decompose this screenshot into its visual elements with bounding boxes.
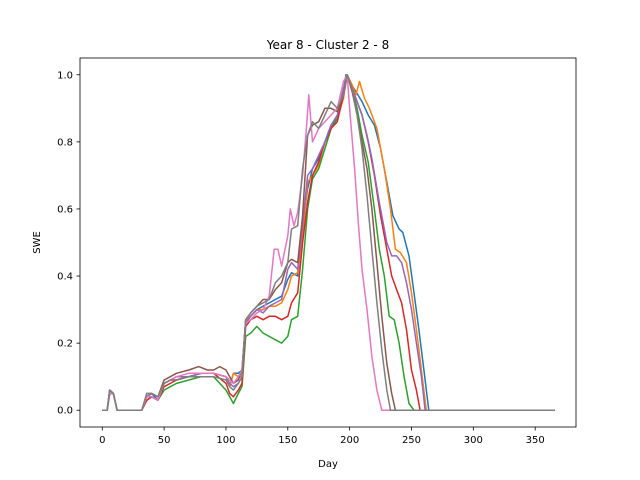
y-tick-label: 0.6 xyxy=(57,204,73,215)
y-tick-label: 0.2 xyxy=(57,339,73,350)
plot-lines xyxy=(102,74,555,411)
y-axis-ticks: 0.0 0.2 0.4 0.6 0.8 1.0 xyxy=(57,70,80,417)
x-tick-label: 300 xyxy=(464,435,483,446)
x-tick-label: 250 xyxy=(402,435,421,446)
plot-frame xyxy=(79,57,577,428)
y-tick-label: 1.0 xyxy=(57,70,73,81)
x-tick-label: 350 xyxy=(526,435,545,446)
series-line-4 xyxy=(102,74,555,411)
x-tick-label: 200 xyxy=(340,435,359,446)
y-tick-label: 0.4 xyxy=(57,272,73,283)
series-line-8 xyxy=(102,74,555,411)
y-tick-label: 0.0 xyxy=(57,406,73,417)
series-line-3 xyxy=(102,74,555,411)
x-tick-label: 50 xyxy=(158,435,171,446)
y-tick-label: 0.8 xyxy=(57,137,73,148)
x-axis-ticks: 0 50 100 150 200 250 300 350 xyxy=(99,427,545,446)
y-axis-label: SWE xyxy=(32,231,43,254)
series-line-6 xyxy=(102,74,555,411)
x-tick-label: 0 xyxy=(99,435,105,446)
series-line-2 xyxy=(102,74,555,411)
chart-title: Year 8 - Cluster 2 - 8 xyxy=(266,38,389,52)
x-axis-label: Day xyxy=(318,459,338,470)
x-tick-label: 100 xyxy=(216,435,235,446)
series-line-7 xyxy=(102,74,555,411)
series-line-1 xyxy=(102,74,555,411)
x-tick-label: 150 xyxy=(278,435,297,446)
series-line-5 xyxy=(102,74,555,411)
